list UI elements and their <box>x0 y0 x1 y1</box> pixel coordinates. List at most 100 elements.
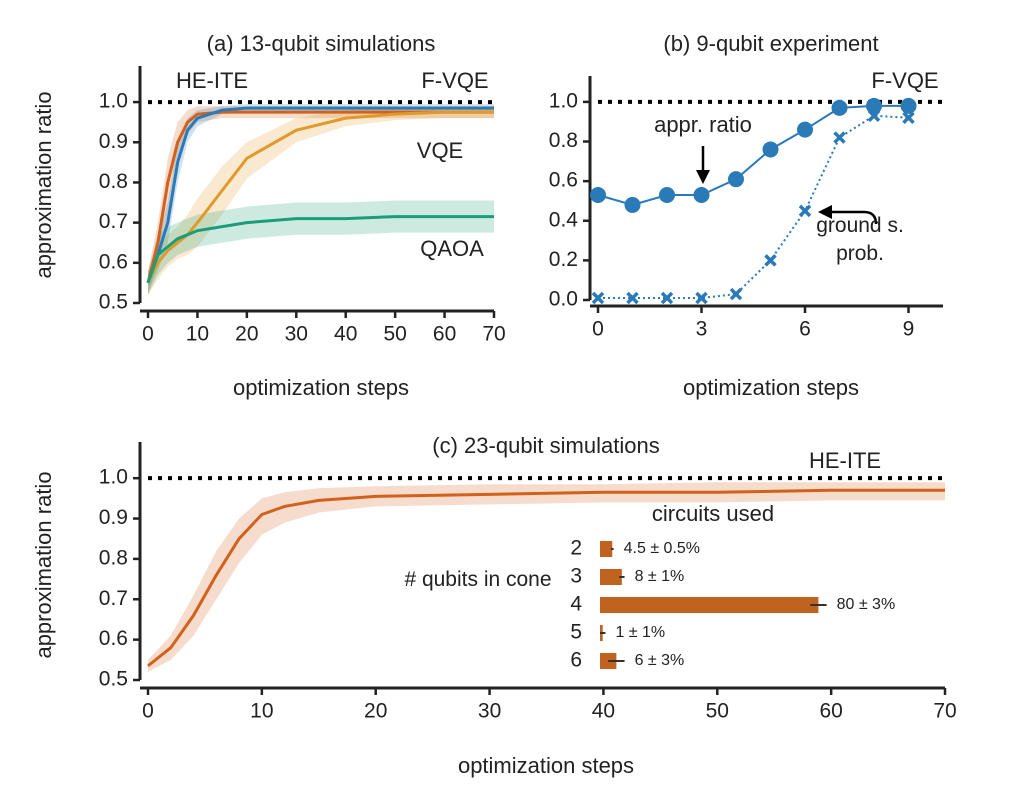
y-tick-label: 0.9 <box>99 130 128 153</box>
marker <box>659 187 675 204</box>
x-tick-label: 50 <box>383 323 406 346</box>
y-tick-label: 0.6 <box>549 169 578 192</box>
x-tick-label: 60 <box>433 323 456 346</box>
value-label: 80 ± 3% <box>837 596 896 613</box>
series-label: HE-ITE <box>809 448 881 473</box>
arrow-head <box>818 205 832 219</box>
marker <box>695 291 708 305</box>
x-tick-label: 60 <box>819 700 842 723</box>
y-tick-label: 0.6 <box>99 627 128 650</box>
y-tick-label: 0.2 <box>549 248 578 271</box>
x-tick-label: 0 <box>142 700 154 723</box>
inset-y-label-box: # qubits in cone <box>404 568 552 591</box>
x-tick-label: 40 <box>592 700 615 723</box>
marker <box>624 196 641 213</box>
x-tick-label: 0 <box>142 323 154 346</box>
confidence-band <box>148 106 494 295</box>
y-axis-label: approximation ratio <box>31 471 56 658</box>
series-line <box>146 106 494 284</box>
marker <box>797 121 813 138</box>
series-line <box>597 104 909 206</box>
value-label: 8 ± 1% <box>635 568 685 585</box>
y-tick-label: 1.0 <box>99 90 128 113</box>
series-label: appr. ratio <box>654 112 752 137</box>
marker <box>902 111 915 124</box>
inset-title: circuits used <box>652 501 774 526</box>
marker <box>833 131 846 144</box>
x-tick-label: 6 <box>799 318 811 341</box>
bar <box>600 541 613 557</box>
marker <box>729 287 743 301</box>
marker <box>831 99 848 116</box>
marker <box>590 187 606 204</box>
marker <box>626 291 639 305</box>
arrow <box>830 210 878 225</box>
y-tick-label: 0.5 <box>99 668 128 691</box>
x-tick-label: 40 <box>334 323 357 346</box>
panel-title: (c) 23-qubit simulations <box>432 433 659 458</box>
annotation: F-VQE <box>871 68 938 93</box>
x-axis-label: optimization steps <box>683 375 859 400</box>
marker <box>591 291 605 305</box>
series-line <box>146 215 494 284</box>
marker <box>867 109 881 123</box>
x-tick-label: 70 <box>482 323 505 346</box>
y-tick-label: 0.5 <box>99 291 128 314</box>
x-tick-label: 20 <box>235 323 258 346</box>
confidence-band <box>148 106 494 295</box>
x-tick-label: 9 <box>903 318 915 341</box>
x-tick-label: 3 <box>696 318 708 341</box>
series-label: F-VQE <box>421 68 488 93</box>
marker <box>798 204 812 218</box>
series-label-box: ground s. prob. <box>816 214 904 265</box>
marker <box>764 254 777 267</box>
x-axis-label: optimization steps <box>233 375 409 400</box>
value-label: 4.5 ± 0.5% <box>624 540 700 557</box>
x-tick-label: 70 <box>933 700 956 723</box>
series-line <box>146 110 494 284</box>
x-tick-label: 20 <box>364 700 387 723</box>
y-tick-label: 1.0 <box>99 466 128 489</box>
arrow-head <box>696 170 710 184</box>
inset-y-label: # qubits in cone <box>404 568 552 591</box>
category-label: 3 <box>570 565 582 588</box>
panel-title: (a) 13-qubit simulations <box>207 31 436 56</box>
category-label: 2 <box>570 537 582 560</box>
series-line <box>598 114 909 300</box>
series-line <box>146 110 494 284</box>
marker <box>762 141 779 158</box>
y-tick-label: 0.7 <box>99 587 128 610</box>
y-tick-label: 0.6 <box>99 250 128 273</box>
series-label: ground s. prob. <box>816 214 904 265</box>
series-label: HE-ITE <box>176 68 248 93</box>
x-tick-label: 50 <box>706 700 729 723</box>
x-axis-label: optimization steps <box>458 753 634 778</box>
marker <box>693 187 710 204</box>
marker <box>900 97 917 114</box>
x-tick-label: 30 <box>478 700 501 723</box>
y-tick-label: 0.8 <box>99 546 128 569</box>
y-tick-label: 0.0 <box>549 288 578 311</box>
y-tick-label: 0.8 <box>549 129 578 152</box>
series-label: QAOA <box>420 236 484 261</box>
category-label: 4 <box>570 593 582 616</box>
category-label: 5 <box>570 621 582 644</box>
x-tick-label: 10 <box>186 323 209 346</box>
marker <box>660 291 674 305</box>
value-label: 1 ± 1% <box>615 624 665 641</box>
value-label: 6 ± 3% <box>635 652 685 669</box>
series-label: VQE <box>417 138 463 163</box>
y-tick-label: 0.7 <box>99 210 128 233</box>
y-tick-label: 0.4 <box>549 208 579 231</box>
marker <box>728 171 744 188</box>
y-tick-label: 1.0 <box>549 89 578 112</box>
x-tick-label: 10 <box>250 700 273 723</box>
bar <box>600 597 819 613</box>
panel-title: (b) 9-qubit experiment <box>663 31 878 56</box>
y-tick-label: 0.9 <box>99 506 128 529</box>
series-line <box>147 488 945 668</box>
x-tick-label: 0 <box>592 318 604 341</box>
x-tick-label: 30 <box>285 323 308 346</box>
y-axis-label: approximation ratio <box>31 91 56 278</box>
